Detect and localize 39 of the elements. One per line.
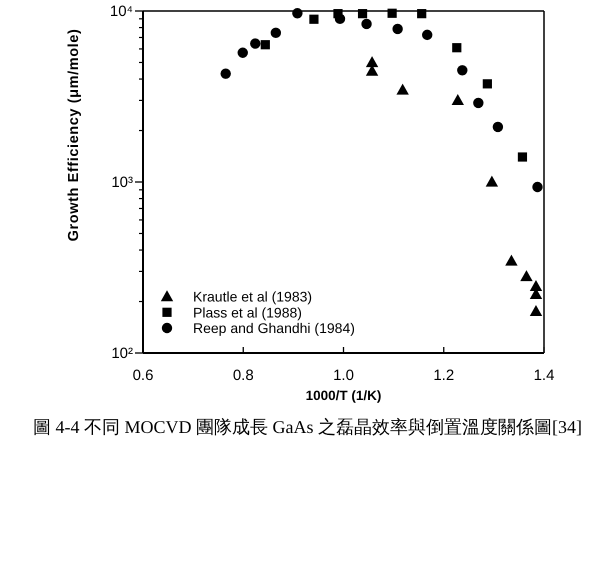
x-tick-label: 0.8: [232, 367, 254, 384]
point: [530, 305, 542, 316]
y-tick-label: 10²: [111, 345, 133, 362]
point: [473, 98, 484, 108]
legend-label: Plass et al (1988): [193, 304, 302, 320]
point: [492, 122, 504, 132]
point: [366, 56, 378, 68]
point: [482, 79, 492, 88]
y-axis-title: Growth Efficiency (μm/mole): [66, 28, 82, 242]
point: [530, 280, 542, 292]
x-tick-label: 1.2: [433, 367, 454, 384]
x-axis-title: 1000/T (1/K): [306, 388, 382, 403]
point: [520, 270, 533, 282]
point: [260, 40, 270, 50]
legend-label: Reep and Ghandhi (1984): [193, 320, 355, 336]
point: [486, 176, 498, 187]
point: [532, 182, 543, 192]
legend-label: Krautle et al (1983): [193, 288, 312, 305]
point: [505, 254, 518, 266]
x-tick-label: 1.4: [534, 367, 554, 384]
point: [361, 18, 372, 30]
caption: 圖 4-4 不同 MOCVD 團隊成長 GaAs 之磊晶效率與倒置溫度關係圖[34]: [33, 417, 582, 437]
point: [452, 94, 464, 106]
y-tick-label: 10³: [111, 174, 133, 191]
point: [396, 84, 409, 95]
point: [518, 152, 528, 162]
y-tick-label: 10⁴: [110, 3, 133, 20]
point: [309, 14, 319, 24]
point: [250, 38, 260, 49]
point: [334, 14, 346, 24]
point: [452, 43, 462, 52]
point: [220, 68, 231, 79]
point: [422, 30, 432, 40]
point: [238, 48, 248, 58]
x-tick-label: 0.6: [132, 367, 154, 384]
point: [392, 24, 403, 34]
x-tick-label: 1.0: [333, 367, 354, 384]
point: [270, 28, 282, 38]
point: [457, 65, 468, 76]
